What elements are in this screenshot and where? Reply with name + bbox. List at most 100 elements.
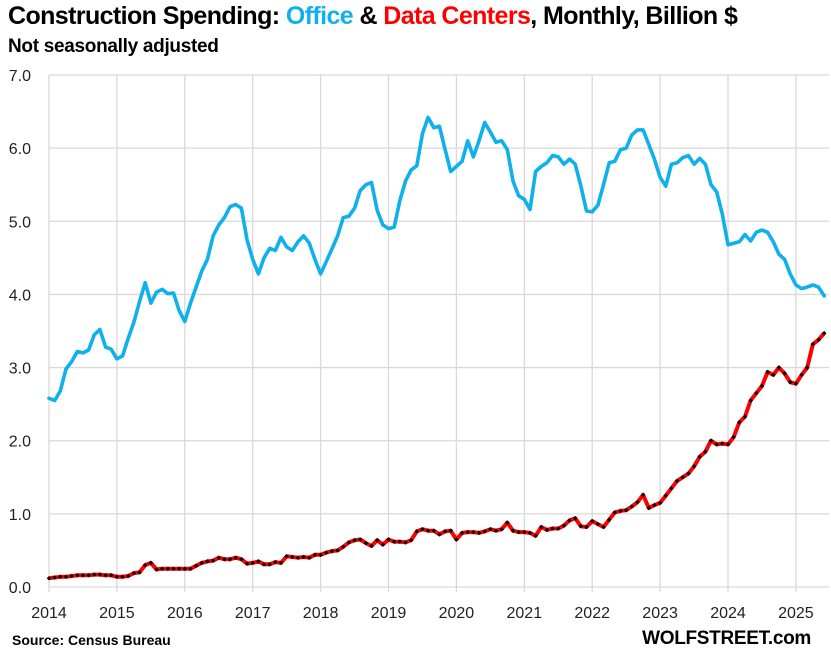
data-centers-point <box>623 507 629 513</box>
data-centers-point <box>437 532 442 537</box>
y-tick-label: 4.0 <box>9 287 31 304</box>
data-centers-point <box>493 528 499 533</box>
data-centers-point <box>397 539 403 544</box>
data-centers-point <box>442 529 448 534</box>
data-centers-point <box>323 550 329 555</box>
data-centers-point <box>471 529 476 535</box>
title-suffix: , Monthly, Billion $ <box>530 2 738 30</box>
x-tick-label: 2021 <box>507 605 543 622</box>
data-centers-point <box>578 524 584 529</box>
data-centers-point <box>720 441 725 446</box>
data-centers-point <box>652 502 657 508</box>
grid <box>48 74 829 592</box>
title-prefix: Construction Spending: <box>8 2 286 30</box>
title-amp: & <box>353 2 384 30</box>
data-centers-point <box>295 555 301 561</box>
y-axis-ticks: 0.0 1.0 2.0 3.0 4.0 5.0 6.0 7.0 <box>9 68 31 597</box>
data-centers-point <box>420 526 425 532</box>
data-centers-point <box>391 539 397 544</box>
data-centers-point <box>657 500 663 506</box>
data-centers-point <box>742 414 748 419</box>
data-centers-point <box>776 365 782 370</box>
x-tick-label: 2019 <box>371 605 407 622</box>
data-centers-point <box>273 559 278 565</box>
data-centers-point <box>527 530 533 536</box>
data-centers-point <box>691 464 697 469</box>
data-centers-point <box>267 562 272 567</box>
data-centers-point <box>340 544 346 550</box>
data-centers-point <box>363 540 369 546</box>
data-centers-point <box>635 499 640 505</box>
data-centers-point <box>759 383 765 389</box>
data-centers-point <box>601 524 606 530</box>
data-centers-point <box>793 381 799 386</box>
data-centers-point <box>499 526 504 532</box>
data-centers-point <box>357 537 363 542</box>
data-centers-point <box>261 562 267 567</box>
data-centers-point <box>771 372 776 378</box>
data-centers-point <box>663 493 669 498</box>
title-office-legend: Office <box>285 2 354 30</box>
data-centers-point <box>782 371 787 376</box>
data-centers-point <box>629 504 635 509</box>
data-centers-point <box>640 492 646 498</box>
y-tick-label: 6.0 <box>9 141 31 158</box>
office-series-line <box>47 115 827 403</box>
data-centers-point <box>482 529 487 534</box>
x-tick-label: 2025 <box>778 605 814 622</box>
data-centers-point <box>403 540 408 545</box>
data-centers-point <box>256 559 261 564</box>
data-centers-point <box>555 526 561 531</box>
x-tick-label: 2018 <box>303 605 339 622</box>
x-tick-label: 2016 <box>167 605 203 622</box>
chart-title: Construction Spending: Office & Data Cen… <box>8 2 738 31</box>
data-centers-point <box>374 537 380 543</box>
x-tick-label: 2014 <box>31 605 67 622</box>
data-centers-point <box>618 508 623 514</box>
data-centers-point <box>431 528 437 533</box>
data-centers-point <box>737 420 742 425</box>
data-centers-point <box>589 518 595 524</box>
data-centers-point <box>714 442 719 447</box>
data-centers-point <box>312 552 318 558</box>
data-centers-point <box>380 542 386 547</box>
data-centers-point <box>284 554 289 559</box>
data-centers-point <box>301 554 306 560</box>
x-tick-label: 2017 <box>235 605 271 622</box>
data-centers-point <box>748 398 753 403</box>
data-centers-point <box>669 485 674 491</box>
y-tick-label: 2.0 <box>9 434 31 451</box>
data-centers-point <box>414 529 420 534</box>
data-centers-point <box>567 518 572 523</box>
data-centers-point <box>533 533 538 539</box>
y-tick-label: 1.0 <box>9 507 31 524</box>
y-tick-label: 3.0 <box>9 361 31 378</box>
data-centers-point <box>476 530 482 536</box>
data-centers-point <box>561 523 567 528</box>
chart-subtitle: Not seasonally adjusted <box>8 36 219 57</box>
data-centers-point <box>505 520 510 525</box>
data-centers-point <box>488 526 493 532</box>
data-centers-point <box>697 454 702 460</box>
data-centers-point <box>686 471 691 476</box>
data-centers-point <box>459 530 465 536</box>
data-centers-point <box>816 337 821 343</box>
x-tick-label: 2023 <box>642 605 678 622</box>
data-centers-point <box>278 560 284 566</box>
data-centers-point <box>335 548 340 553</box>
data-centers-point <box>352 537 357 543</box>
x-axis-ticks: 2014 2015 2016 2017 2018 2019 2020 2021 2022 2023… <box>31 605 814 622</box>
x-tick-label: 2020 <box>439 605 475 622</box>
data-centers-point <box>810 341 816 347</box>
data-centers-point <box>708 438 714 443</box>
data-centers-point <box>703 449 708 454</box>
data-centers-point <box>318 552 323 558</box>
data-centers-point <box>799 372 804 378</box>
data-centers-point <box>804 365 810 370</box>
data-centers-point <box>680 475 685 480</box>
y-tick-label: 0.0 <box>9 580 31 597</box>
data-centers-point <box>674 478 680 484</box>
data-centers-point <box>329 548 335 554</box>
data-centers-point <box>369 543 374 549</box>
data-centers-series-line <box>48 331 826 581</box>
